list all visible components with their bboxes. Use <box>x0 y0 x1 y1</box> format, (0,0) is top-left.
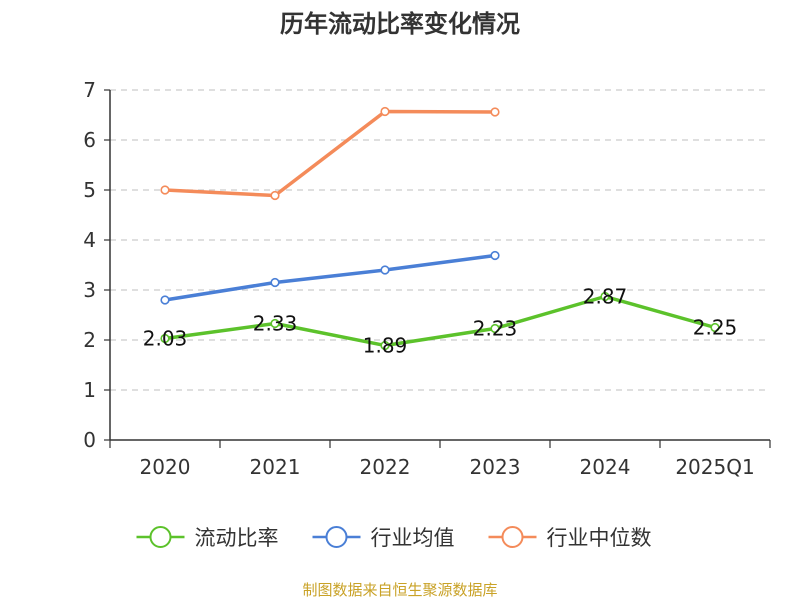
legend-label: 行业均值 <box>371 526 455 550</box>
data-label: 2.33 <box>253 312 298 336</box>
data-label: 2.23 <box>473 317 518 341</box>
x-tick-label: 2022 <box>360 455 411 479</box>
data-point <box>270 190 280 201</box>
legend-label: 流动比率 <box>195 526 279 550</box>
legend-marker <box>325 526 348 548</box>
data-point <box>490 250 500 261</box>
x-tick-label: 2024 <box>580 455 631 479</box>
series-line <box>164 109 496 198</box>
data-label: 2.25 <box>693 316 738 340</box>
data-point <box>490 323 500 334</box>
y-tick-label: 0 <box>83 428 96 452</box>
legend-item: 流动比率 <box>136 526 279 550</box>
legend-marker <box>149 526 172 548</box>
data-point <box>160 185 170 195</box>
x-tick-label: 2025Q1 <box>675 455 754 479</box>
data-point <box>380 340 390 351</box>
data-point <box>710 322 720 333</box>
data-label: 1.89 <box>363 334 408 358</box>
y-tick-label: 6 <box>83 128 96 152</box>
data-point <box>270 318 280 329</box>
x-tick-label: 2020 <box>140 455 191 479</box>
legend-label: 行业中位数 <box>547 526 652 550</box>
data-point <box>160 295 170 305</box>
source-note: 制图数据来自恒生聚源数据库 <box>302 581 498 599</box>
y-tick-label: 3 <box>83 278 96 302</box>
legend-item: 行业均值 <box>312 526 455 550</box>
x-tick-label: 2023 <box>470 455 521 479</box>
data-label: 2.03 <box>143 327 188 351</box>
data-point <box>270 277 280 288</box>
data-point <box>380 106 390 117</box>
legend-marker <box>501 526 524 548</box>
series-line <box>164 253 496 302</box>
data-point <box>600 291 610 302</box>
y-tick-label: 5 <box>83 178 96 202</box>
y-tick-label: 2 <box>83 328 96 352</box>
series-line <box>164 294 716 348</box>
y-tick-label: 4 <box>83 228 96 252</box>
data-point <box>160 333 170 344</box>
data-point <box>380 265 390 275</box>
y-tick-label: 7 <box>83 78 96 102</box>
data-label: 2.87 <box>583 285 628 309</box>
y-tick-label: 1 <box>83 378 96 402</box>
legend-item: 行业中位数 <box>488 526 652 550</box>
x-tick-label: 2021 <box>250 455 301 479</box>
data-point <box>490 107 500 117</box>
chart-title: 历年流动比率变化情况 <box>280 10 520 38</box>
